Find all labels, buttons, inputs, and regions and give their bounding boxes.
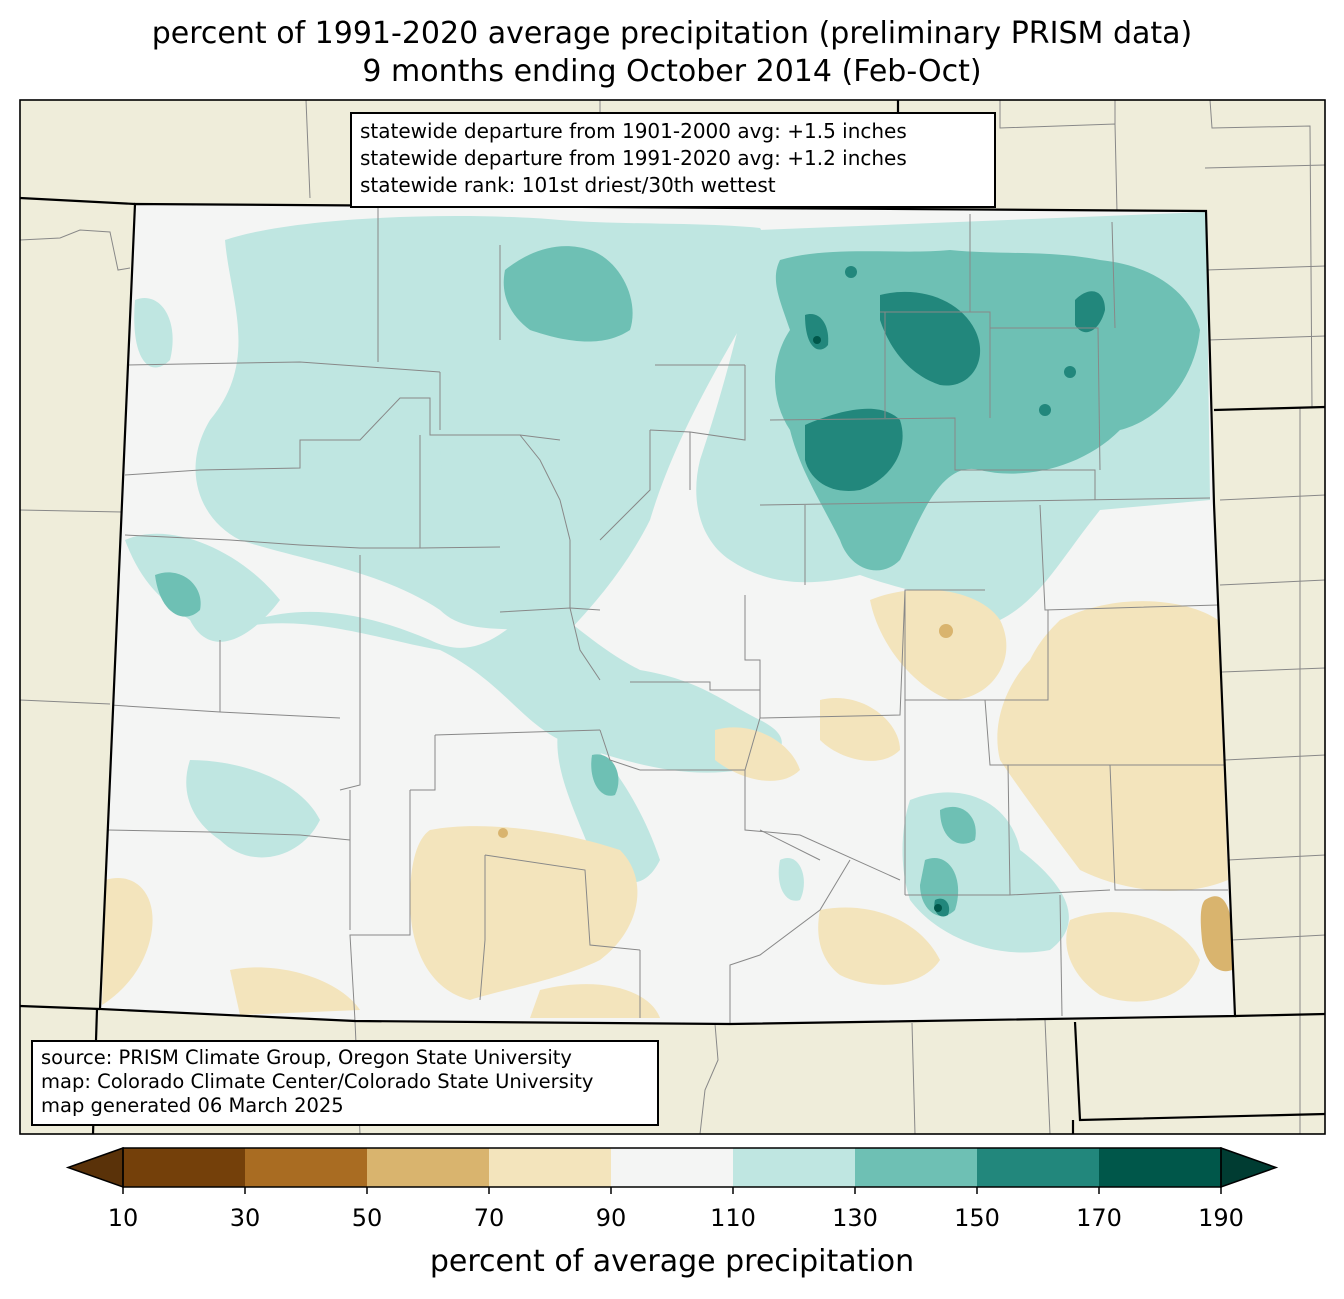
colorbar-segment-170-190: [1099, 1148, 1222, 1187]
stats-line-3: statewide rank: 101st driest/30th wettes…: [360, 173, 776, 197]
stats-line-2: statewide departure from 1991-2020 avg: …: [360, 146, 907, 170]
colorbar-border: [122, 1147, 1222, 1188]
colorbar-tick-label: 70: [473, 1204, 505, 1232]
colorbar-tick-label: 110: [710, 1204, 756, 1232]
colorbar-label: percent of average precipitation: [429, 1244, 915, 1279]
county-boundaries: [107, 205, 1228, 1024]
precip-50-70-regions: [498, 624, 1232, 972]
colorbar-segment-90-110: [611, 1148, 734, 1187]
colorbar-tick-label: 50: [351, 1204, 383, 1232]
colorbar-tick-label: 190: [1198, 1204, 1244, 1232]
map-title-line-2: 9 months ending October 2014 (Feb-Oct): [362, 54, 982, 89]
colorbar-tick-label: 90: [595, 1204, 627, 1232]
precip-130-150-regions: [155, 246, 1200, 916]
colorbar-over-arrow: [1220, 1146, 1279, 1189]
precip-170-190-regions: [813, 336, 942, 912]
source-line-1: source: PRISM Climate Group, Oregon Stat…: [41, 1046, 572, 1069]
map-title-line-1: percent of 1991-2020 average precipitati…: [151, 16, 1193, 51]
colorbar-segment-150-170: [977, 1148, 1100, 1187]
colorbar-tick-label: 130: [832, 1204, 878, 1232]
colorbar-segment-30-50: [245, 1148, 368, 1187]
colorbar-tick-label: 150: [954, 1204, 1000, 1232]
precip-150-170-regions: [805, 266, 1105, 917]
colorbar-tick-label: 10: [107, 1204, 139, 1232]
colorbar-under-arrow: [65, 1146, 124, 1189]
stats-box: statewide departure from 1901-2000 avg: …: [350, 112, 996, 208]
stats-line-1: statewide departure from 1901-2000 avg: …: [360, 119, 907, 143]
source-line-2: map: Colorado Climate Center/Colorado St…: [41, 1070, 594, 1093]
map-frame: [19, 99, 1326, 1135]
colorado-state-border: [98, 202, 1237, 1026]
precipitation-field: [100, 204, 1235, 1024]
colorbar-segment-10-30: [123, 1148, 246, 1187]
colorbar-segment-70-90: [489, 1148, 612, 1187]
colorbar-segment-50-70: [367, 1148, 490, 1187]
colorbar-segment-130-150: [855, 1148, 978, 1187]
colorbar-tick-label: 30: [229, 1204, 261, 1232]
source-line-3: map generated 06 March 2025: [41, 1094, 344, 1117]
colorbar: [65, 1146, 1279, 1194]
colorbar-segment-110-130: [733, 1148, 856, 1187]
source-box: source: PRISM Climate Group, Oregon Stat…: [31, 1040, 659, 1126]
colorbar-tick-label: 170: [1076, 1204, 1122, 1232]
